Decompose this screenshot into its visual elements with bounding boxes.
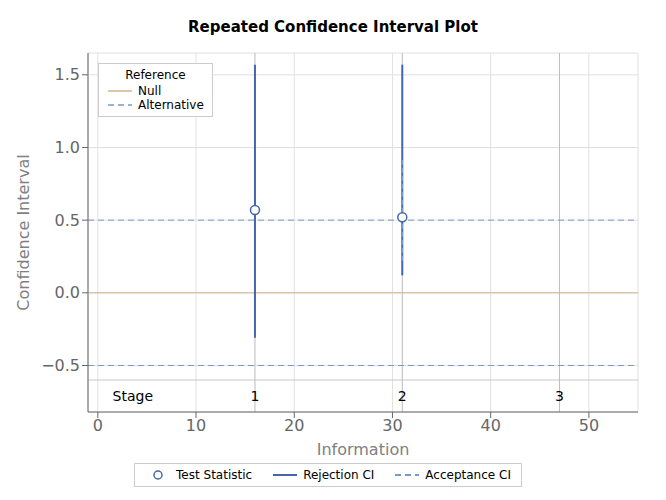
svg-text:2: 2 <box>398 388 407 404</box>
svg-text:20: 20 <box>284 416 304 435</box>
html-text:Reference: Reference <box>125 68 186 82</box>
html-text:Repeated Confidence Interval P: Repeated Confidence Interval Plot <box>188 18 478 36</box>
svg-text:0.5: 0.5 <box>55 211 80 230</box>
svg-text:10: 10 <box>186 416 206 435</box>
svg-text:0: 0 <box>93 416 103 435</box>
html-text:Test Statistic: Test Statistic <box>176 468 253 482</box>
svg-text:Confidence Interval: Confidence Interval <box>14 154 33 310</box>
svg-text:40: 40 <box>480 416 500 435</box>
html-text:Null: Null <box>138 84 162 98</box>
svg-text:−0.5: −0.5 <box>41 356 80 375</box>
svg-text:50: 50 <box>579 416 599 435</box>
svg-text:0.0: 0.0 <box>55 283 80 302</box>
svg-text:Stage: Stage <box>113 388 153 404</box>
svg-text:30: 30 <box>382 416 402 435</box>
html-text:Alternative: Alternative <box>138 98 204 112</box>
svg-text:1.0: 1.0 <box>55 138 80 157</box>
svg-text:Information: Information <box>317 440 410 459</box>
svg-text:3: 3 <box>555 388 564 404</box>
svg-text:1: 1 <box>251 388 260 404</box>
html-text:Acceptance CI: Acceptance CI <box>425 468 511 482</box>
svg-text:1.5: 1.5 <box>55 65 80 84</box>
html-text:Rejection CI: Rejection CI <box>303 468 375 482</box>
